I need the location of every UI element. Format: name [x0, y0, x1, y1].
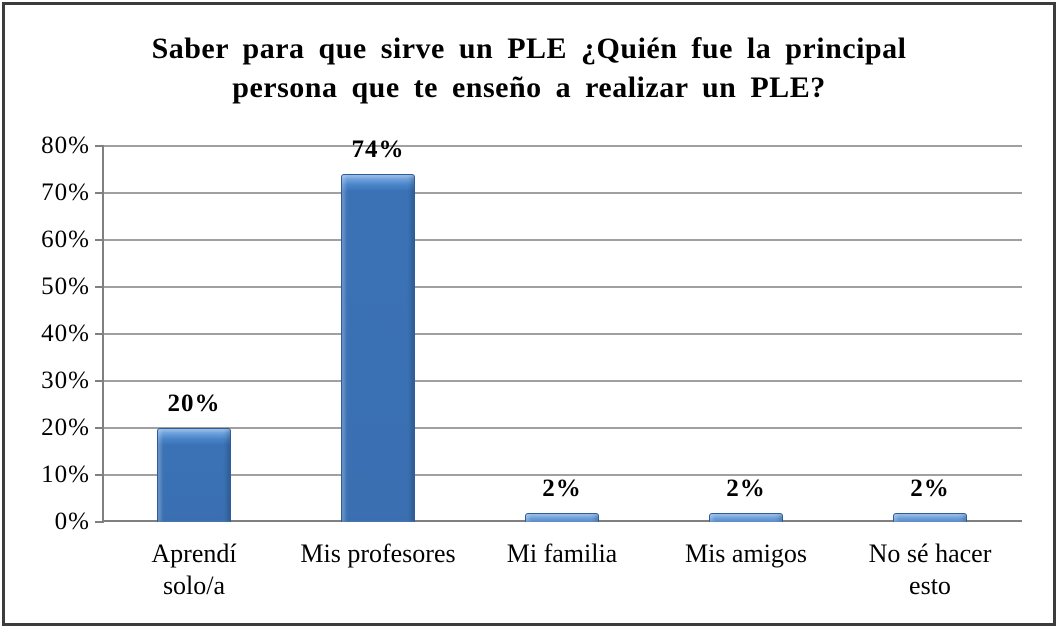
x-axis-label: Mis profesores — [286, 538, 470, 570]
y-axis-label: 80% — [41, 132, 90, 159]
chart-title-line-1: Saber para que sirve un PLE ¿Quién fue l… — [151, 32, 907, 65]
x-axis-label: Mi familia — [470, 538, 654, 570]
y-axis-tick — [95, 333, 104, 335]
y-axis-tick — [95, 380, 104, 382]
gridline — [104, 333, 1022, 335]
x-axis-label-line: Mis amigos — [684, 539, 808, 568]
bar-3 — [525, 513, 599, 522]
gridline — [104, 192, 1022, 194]
y-axis-tick — [95, 192, 104, 194]
y-axis-label: 50% — [41, 273, 90, 300]
gridline — [104, 427, 1022, 429]
y-axis-label: 30% — [41, 367, 90, 394]
bar-4 — [709, 513, 783, 522]
bar-value-label: 2% — [910, 475, 950, 502]
bar-2 — [341, 174, 415, 522]
y-axis-label: 60% — [41, 226, 90, 253]
y-axis-tick — [95, 474, 104, 476]
y-axis-tick — [95, 145, 104, 147]
y-axis-label: 40% — [41, 320, 90, 347]
y-axis-tick — [95, 427, 104, 429]
gridline — [104, 380, 1022, 382]
x-axis-label-line: solo/a — [162, 571, 226, 600]
y-axis-label: 20% — [41, 414, 90, 441]
y-axis-label: 0% — [54, 508, 90, 535]
x-axis-label: Aprendí solo/a — [102, 538, 286, 602]
x-axis-label: No sé hacer esto — [838, 538, 1022, 602]
x-axis-label-line: Mis profesores — [300, 539, 456, 568]
x-axis-label-line: Aprendí — [151, 539, 237, 568]
y-axis-label: 70% — [41, 179, 90, 206]
y-axis-tick — [95, 521, 104, 523]
bar-value-label: 2% — [726, 475, 766, 502]
gridline — [104, 145, 1022, 147]
bar-value-label: 74% — [351, 136, 405, 163]
x-axis-label: Mis amigos — [654, 538, 838, 570]
x-axis-label-line: Mi familia — [506, 539, 618, 568]
y-axis-tick — [95, 286, 104, 288]
bar-value-label: 2% — [542, 475, 582, 502]
gridline — [104, 239, 1022, 241]
chart-title-line-2: persona que te enseño a realizar un PLE? — [232, 71, 826, 104]
bar-1 — [157, 428, 231, 522]
chart-title: Saber para que sirve un PLE ¿Quién fue l… — [5, 29, 1053, 107]
gridline — [104, 474, 1022, 476]
x-axis-label-line: esto — [909, 571, 951, 600]
bar-value-label: 20% — [167, 390, 221, 417]
plot-area — [95, 145, 1022, 523]
gridline — [104, 286, 1022, 288]
bar-5 — [893, 513, 967, 522]
y-axis-label: 10% — [41, 461, 90, 488]
y-axis-tick — [95, 239, 104, 241]
x-axis-label-line: No sé hacer — [868, 539, 992, 568]
